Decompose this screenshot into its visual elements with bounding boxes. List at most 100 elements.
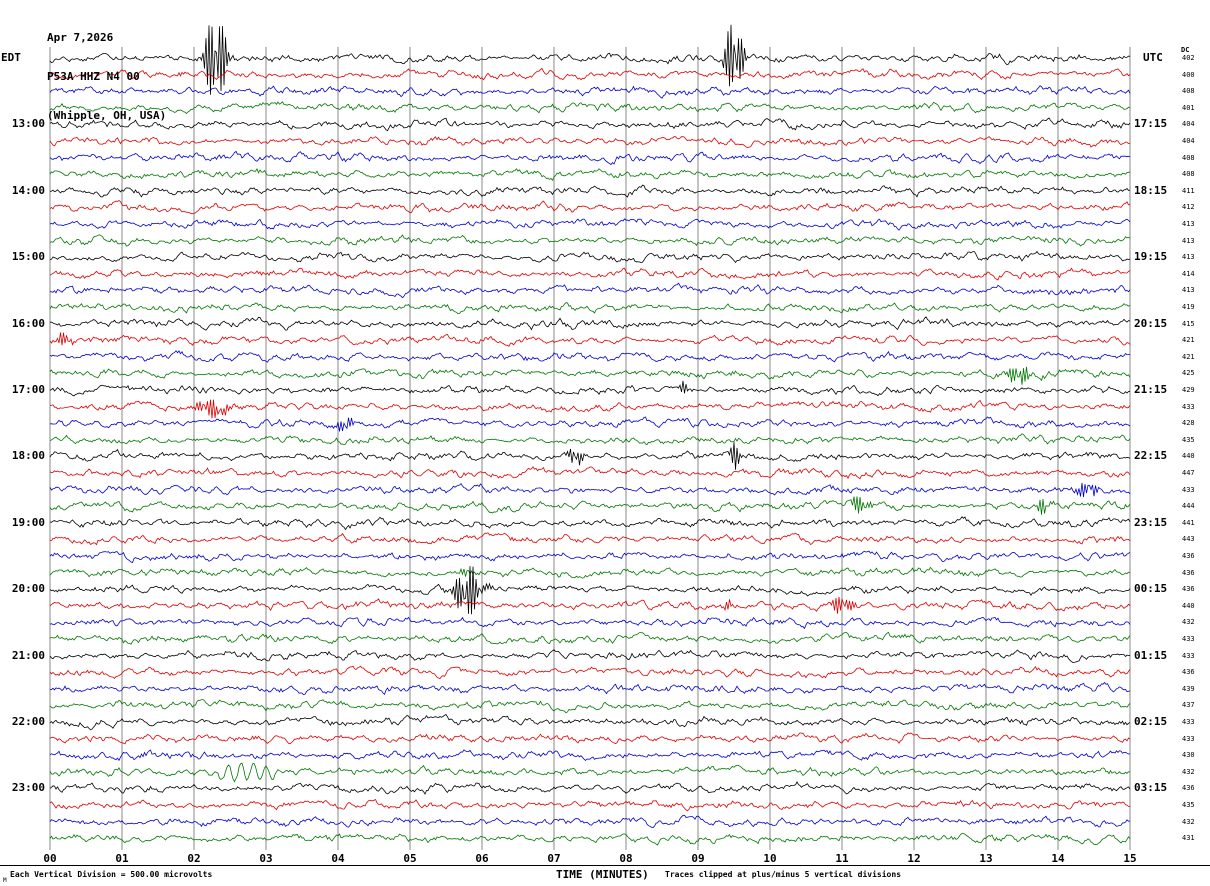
trace-row xyxy=(49,416,1131,432)
trace-row xyxy=(49,566,1131,615)
dc-value: 431 xyxy=(1182,834,1195,843)
trace-row xyxy=(49,649,1131,664)
trace-row xyxy=(49,814,1131,829)
trace-row xyxy=(49,532,1131,546)
right-hour-label: 18:15 xyxy=(1134,183,1168,197)
dc-value: 408 xyxy=(1182,87,1195,96)
dc-value: 432 xyxy=(1182,618,1195,627)
x-tick-label: 00 xyxy=(43,852,57,865)
trace-row xyxy=(49,24,1131,95)
trace-row xyxy=(49,496,1131,515)
trace-row xyxy=(49,250,1131,264)
dc-value: 436 xyxy=(1182,585,1195,594)
left-hour-label: 23:00 xyxy=(11,781,45,795)
trace-row xyxy=(49,168,1131,182)
dc-value: 415 xyxy=(1182,319,1195,328)
trace-row xyxy=(49,550,1131,564)
dc-value: 436 xyxy=(1182,668,1195,677)
left-hour-label: 22:00 xyxy=(11,715,45,728)
dc-value: 413 xyxy=(1182,236,1195,245)
footer-divider xyxy=(0,865,1210,866)
left-hour-label: 20:00 xyxy=(11,582,45,596)
dc-value: 433 xyxy=(1182,734,1195,743)
right-hour-label: 23:15 xyxy=(1134,515,1168,529)
dc-value: 432 xyxy=(1182,817,1195,826)
dc-value: 404 xyxy=(1182,120,1195,129)
right-hour-label: 21:15 xyxy=(1134,383,1168,396)
trace-row xyxy=(49,466,1131,480)
dc-value: 435 xyxy=(1182,435,1195,444)
trace-row xyxy=(49,399,1131,419)
trace-row xyxy=(49,85,1131,99)
trace-row xyxy=(49,117,1131,132)
dc-value: 413 xyxy=(1182,286,1195,295)
dc-value: 432 xyxy=(1182,767,1195,776)
dc-value: 400 xyxy=(1182,70,1195,79)
dc-value: 413 xyxy=(1182,220,1195,228)
dc-value: 414 xyxy=(1182,269,1195,278)
corner-mark: M xyxy=(3,877,7,884)
x-tick-label: 07 xyxy=(547,852,561,865)
x-tick-label: 05 xyxy=(403,852,417,865)
x-tick-label: 10 xyxy=(763,852,777,865)
right-hour-label: 17:15 xyxy=(1134,117,1168,131)
dc-value: 425 xyxy=(1182,369,1195,378)
x-tick-label: 02 xyxy=(187,852,201,865)
dc-value: 433 xyxy=(1182,485,1195,494)
trace-row xyxy=(49,699,1131,714)
dc-value: 412 xyxy=(1182,203,1195,212)
trace-row xyxy=(49,380,1131,397)
trace-row xyxy=(49,101,1131,115)
right-hour-label: 02:15 xyxy=(1134,715,1168,728)
right-timezone-header: UTC xyxy=(1143,51,1163,64)
left-hour-label: 15:00 xyxy=(11,250,45,264)
trace-row xyxy=(49,749,1131,762)
dc-value: 435 xyxy=(1182,801,1195,809)
trace-row xyxy=(49,366,1131,385)
right-hour-label: 22:15 xyxy=(1134,449,1168,463)
trace-row xyxy=(49,713,1131,731)
title-station: P53A HHZ N4 00 xyxy=(47,70,140,83)
trace-row xyxy=(49,631,1131,645)
left-timezone-header: EDT xyxy=(1,51,21,64)
trace-row xyxy=(49,516,1131,531)
x-tick-label: 12 xyxy=(907,852,921,865)
trace-row xyxy=(49,616,1131,630)
trace-row xyxy=(49,833,1131,846)
x-tick-label: 15 xyxy=(1123,852,1137,865)
trace-row xyxy=(49,332,1131,347)
right-hour-label: 00:15 xyxy=(1134,582,1168,596)
dc-value: 401 xyxy=(1182,103,1195,112)
dc-value: 433 xyxy=(1182,651,1195,660)
trace-row xyxy=(49,482,1131,498)
left-hour-label: 21:00 xyxy=(11,648,45,662)
dc-value: 444 xyxy=(1182,502,1195,511)
dc-value: 447 xyxy=(1182,469,1195,477)
trace-row xyxy=(49,762,1131,783)
trace-row xyxy=(49,433,1131,446)
trace-row xyxy=(49,596,1131,614)
trace-row xyxy=(49,218,1131,231)
title-date: Apr 7,2026 xyxy=(47,31,114,44)
x-tick-label: 11 xyxy=(835,852,849,865)
x-tick-label: 14 xyxy=(1051,852,1065,865)
dc-value: 433 xyxy=(1182,402,1195,411)
trace-row xyxy=(49,350,1131,363)
trace-row xyxy=(49,302,1131,315)
trace-row xyxy=(49,282,1131,299)
left-hour-label: 14:00 xyxy=(11,183,45,197)
dc-value: 429 xyxy=(1182,386,1195,394)
title-location: (Whipple, OH, USA) xyxy=(47,109,167,122)
trace-row xyxy=(49,150,1131,166)
title-block: Apr 7,2026 P53A HHZ N4 00 (Whipple, OH, … xyxy=(47,5,166,148)
clip-note: Traces clipped at plus/minus 5 vertical … xyxy=(665,870,902,879)
dc-value: 439 xyxy=(1182,684,1195,693)
left-hour-label: 16:00 xyxy=(11,316,45,330)
dc-value: 411 xyxy=(1182,186,1195,195)
dc-value: 408 xyxy=(1182,153,1195,162)
dc-value: 441 xyxy=(1182,518,1195,527)
dc-value: 421 xyxy=(1182,352,1195,361)
dc-value: 421 xyxy=(1182,336,1195,345)
right-hour-label: 19:15 xyxy=(1134,250,1168,264)
